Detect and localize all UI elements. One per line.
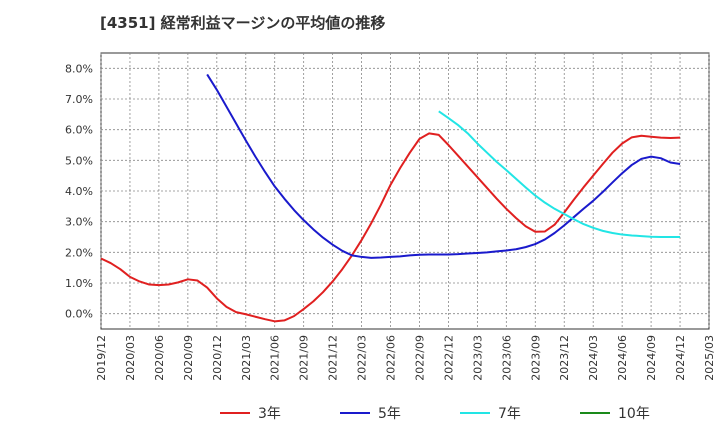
x-tick-label: 2021/12 xyxy=(327,335,340,381)
legend-swatch xyxy=(220,412,250,414)
series-line-0 xyxy=(100,132,681,323)
x-tick-label: 2022/09 xyxy=(413,335,426,381)
x-tick-label: 2019/12 xyxy=(95,335,108,381)
x-tick-label: 2024/06 xyxy=(616,335,629,381)
legend-item-3: 10年 xyxy=(580,403,700,423)
x-tick-label: 2025/03 xyxy=(703,335,716,381)
y-tick-label: 6.0% xyxy=(65,124,93,137)
x-tick-label: 2020/09 xyxy=(182,335,195,381)
legend-swatch xyxy=(340,412,370,414)
x-tick-label: 2020/03 xyxy=(124,335,137,381)
legend-label: 10年 xyxy=(618,406,650,422)
legend-item-1: 5年 xyxy=(340,403,460,423)
y-tick-label: 7.0% xyxy=(65,93,93,106)
y-tick-label: 8.0% xyxy=(65,62,93,75)
x-tick-label: 2023/03 xyxy=(471,335,484,381)
x-tick-label: 2023/12 xyxy=(558,335,571,381)
x-tick-label: 2024/09 xyxy=(645,335,658,381)
legend-label: 5年 xyxy=(378,406,401,422)
y-tick-label: 0.0% xyxy=(65,308,93,321)
y-tick-label: 1.0% xyxy=(65,277,93,290)
gridlines xyxy=(100,53,710,329)
x-tick-label: 2022/06 xyxy=(385,335,398,381)
legend-item-2: 7年 xyxy=(460,403,580,423)
legend-label: 3年 xyxy=(258,406,281,422)
x-tick-label: 2024/03 xyxy=(587,335,600,381)
y-axis-ticks: 0.0% 1.0% 2.0% 3.0% 4.0% 5.0% 6.0% 7.0% 8.0% xyxy=(65,62,93,320)
x-tick-label: 2022/03 xyxy=(356,335,369,381)
x-tick-label: 2022/12 xyxy=(442,335,455,381)
series-line-2 xyxy=(438,110,681,238)
y-tick-label: 3.0% xyxy=(65,216,93,229)
x-tick-label: 2021/03 xyxy=(240,335,253,381)
legend-swatch xyxy=(460,412,490,414)
x-axis-ticks: 2019/12 2020/03 2020/06 2020/09 2020/12 2021/… xyxy=(95,335,716,381)
x-tick-label: 2021/06 xyxy=(269,335,282,381)
legend-swatch xyxy=(580,412,610,414)
y-tick-label: 4.0% xyxy=(65,185,93,198)
series-lines xyxy=(100,73,681,323)
y-tick-label: 5.0% xyxy=(65,154,93,167)
legend-label: 7年 xyxy=(498,406,521,422)
series-line-1 xyxy=(206,73,681,259)
x-tick-label: 2020/12 xyxy=(211,335,224,381)
x-tick-label: 2024/12 xyxy=(674,335,687,381)
x-tick-label: 2023/06 xyxy=(500,335,513,381)
legend-item-0: 3年 xyxy=(220,403,340,423)
y-tick-label: 2.0% xyxy=(65,246,93,259)
x-tick-label: 2023/09 xyxy=(529,335,542,381)
x-tick-label: 2020/06 xyxy=(153,335,166,381)
legend: 3年 5年 7年 10年 xyxy=(220,403,700,423)
chart-title: [4351] 経常利益マージンの平均値の推移 xyxy=(100,14,386,32)
x-tick-label: 2021/09 xyxy=(298,335,311,381)
